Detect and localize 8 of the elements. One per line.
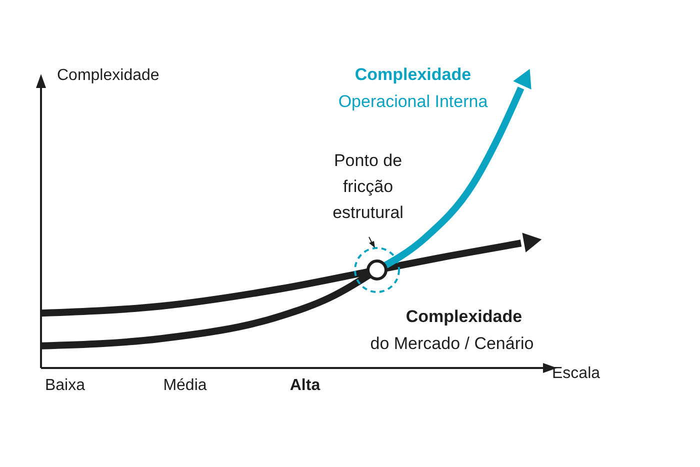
x-tick-label: Baixa <box>44 377 86 394</box>
legend-label: Complexidade Operacional Interna <box>338 65 488 111</box>
annotation: Ponto de fricção estrutural <box>332 151 404 222</box>
x-tick-label: Média <box>163 377 207 394</box>
y-axis-title: Complexidade <box>57 67 160 84</box>
series-label: Complexidade do Mercado / Cenário <box>370 307 534 353</box>
x-axis-title: Escala <box>552 365 600 382</box>
x-tick-label: Alta <box>290 377 320 394</box>
